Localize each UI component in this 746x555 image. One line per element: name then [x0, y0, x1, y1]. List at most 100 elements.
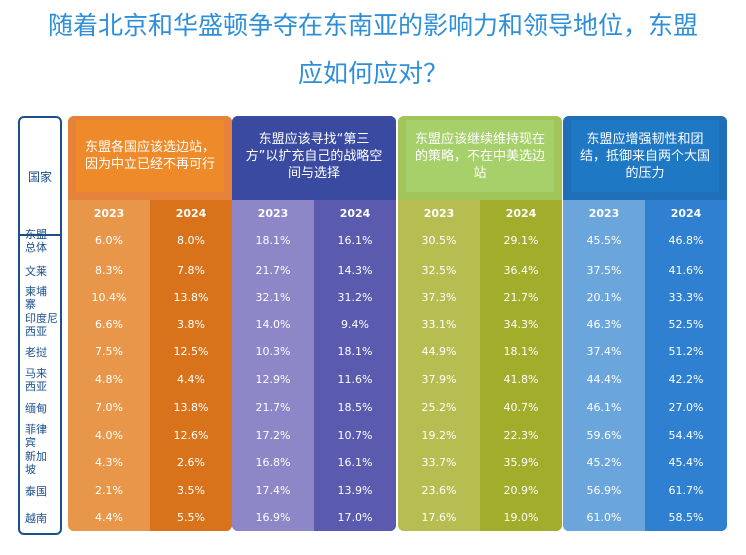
row-label: 印度尼 西亚	[25, 312, 58, 338]
row-label-line: 西亚	[25, 325, 47, 338]
value-cell: 14.3%	[337, 264, 373, 277]
value-cell: 21.7%	[503, 291, 539, 304]
year-label: 2023	[93, 207, 125, 220]
value-cell: 54.4%	[668, 429, 704, 442]
value-cell: 51.2%	[668, 345, 704, 358]
value-cell: 4.4%	[95, 511, 123, 524]
value-cell: 14.0%	[255, 318, 291, 331]
value-cell: 18.5%	[337, 401, 373, 414]
year-subcolumn: 2023 18.1% 21.7% 32.1% 14.0% 10.3% 12.9% 21.7% 1…	[232, 200, 314, 531]
value-cell: 6.6%	[95, 318, 123, 331]
value-cell: 44.4%	[586, 373, 622, 386]
value-cell: 45.5%	[586, 234, 622, 247]
year-label: 2023	[257, 207, 289, 220]
row-label: 老挝	[25, 346, 47, 359]
row-label-line: 东盟	[25, 228, 47, 241]
value-cell: 32.1%	[255, 291, 291, 304]
value-cell: 8.0%	[177, 234, 205, 247]
value-cell: 19.0%	[503, 511, 539, 524]
value-cell: 7.8%	[177, 264, 205, 277]
value-cell: 3.5%	[177, 484, 205, 497]
value-cell: 32.5%	[421, 264, 457, 277]
value-cell: 12.6%	[173, 429, 209, 442]
year-label: 2023	[588, 207, 620, 220]
option-header: 东盟应该寻找“第三方”以扩充自己的战略空间与选择	[232, 116, 396, 200]
value-cell: 44.9%	[421, 345, 457, 358]
year-subcolumn: 2024 8.0% 7.8% 13.8% 3.8% 12.5% 4.4% 13.8% 12.6%…	[150, 200, 232, 531]
country-header: 国家	[27, 169, 52, 184]
value-cell: 37.9%	[421, 373, 457, 386]
value-cell: 33.3%	[668, 291, 704, 304]
value-cell: 4.0%	[95, 429, 123, 442]
option-column: 东盟应该寻找“第三方”以扩充自己的战略空间与选择 2023 18.1% 21.7% 32…	[232, 116, 396, 531]
value-cell: 22.3%	[503, 429, 539, 442]
value-cell: 8.3%	[95, 264, 123, 277]
year-label: 2024	[670, 207, 702, 220]
value-cell: 40.7%	[503, 401, 539, 414]
value-cell: 34.3%	[503, 318, 539, 331]
year-subcolumn: 2023 6.0% 8.3% 10.4% 6.6% 7.5% 4.8% 7.0% 4.0% 4.3…	[68, 200, 150, 531]
value-cell: 41.8%	[503, 373, 539, 386]
row-label-line: 缅甸	[25, 401, 47, 415]
year-label: 2024	[505, 207, 537, 220]
row-label-line: 寨	[25, 298, 36, 311]
value-cell: 46.3%	[586, 318, 622, 331]
value-cell: 61.7%	[668, 484, 704, 497]
value-cell: 33.7%	[421, 456, 457, 469]
value-cell: 29.1%	[503, 234, 539, 247]
row-label: 泰国	[25, 485, 47, 498]
value-cell: 21.7%	[255, 264, 291, 277]
row-label: 越南	[25, 512, 47, 525]
value-cell: 17.0%	[337, 511, 373, 524]
value-cell: 36.4%	[503, 264, 539, 277]
option-title: 东盟各国应该选边站，因为中立已经不再可行	[76, 120, 224, 192]
option-header: 东盟各国应该选边站，因为中立已经不再可行	[68, 116, 232, 200]
country-panel: 国家	[18, 116, 62, 535]
value-cell: 3.8%	[177, 318, 205, 331]
value-cell: 17.6%	[421, 511, 457, 524]
row-label-line: 印度尼	[25, 312, 58, 325]
row-label: 文莱	[25, 265, 47, 278]
value-cell: 13.9%	[337, 484, 373, 497]
year-label: 2024	[175, 207, 207, 220]
value-cell: 31.2%	[337, 291, 373, 304]
row-label: 菲律宾	[25, 423, 47, 449]
year-subcolumn: 2023 30.5% 32.5% 37.3% 33.1% 44.9% 37.9% 25.2% 1…	[398, 200, 480, 531]
option-column: 东盟各国应该选边站，因为中立已经不再可行 2023 6.0% 8.3% 10.4% 6.6…	[68, 116, 232, 531]
year-label: 2024	[339, 207, 371, 220]
option-title: 东盟应该寻找“第三方”以扩充自己的战略空间与选择	[240, 120, 388, 192]
value-cell: 59.6%	[586, 429, 622, 442]
value-cell: 35.9%	[503, 456, 539, 469]
row-label-line: 西亚	[25, 380, 47, 393]
value-cell: 61.0%	[586, 511, 622, 524]
value-cell: 20.9%	[503, 484, 539, 497]
value-cell: 13.8%	[173, 401, 209, 414]
value-cell: 23.6%	[421, 484, 457, 497]
value-cell: 16.8%	[255, 456, 291, 469]
value-cell: 21.7%	[255, 401, 291, 414]
value-cell: 6.0%	[95, 234, 123, 247]
value-cell: 12.9%	[255, 373, 291, 386]
year-subcolumn: 2023 45.5% 37.5% 20.1% 46.3% 37.4% 44.4% 46.1% 5…	[563, 200, 645, 531]
value-cell: 37.5%	[586, 264, 622, 277]
row-label-line: 菲律	[25, 423, 47, 436]
value-cell: 4.8%	[95, 373, 123, 386]
row-label: 柬埔寨	[25, 285, 47, 311]
row-label: 东盟 总体	[25, 228, 47, 254]
row-label-line: 老挝	[25, 345, 47, 359]
value-cell: 45.2%	[586, 456, 622, 469]
option-column: 东盟应增强韧性和团结，抵御来自两个大国的压力 2023 45.5% 37.5% 20.1…	[563, 116, 727, 531]
value-cell: 37.4%	[586, 345, 622, 358]
value-cell: 58.5%	[668, 511, 704, 524]
value-cell: 9.4%	[341, 318, 369, 331]
value-cell: 37.3%	[421, 291, 457, 304]
value-cell: 46.8%	[668, 234, 704, 247]
value-cell: 7.0%	[95, 401, 123, 414]
value-cell: 52.5%	[668, 318, 704, 331]
value-cell: 41.6%	[668, 264, 704, 277]
value-cell: 56.9%	[586, 484, 622, 497]
option-title: 东盟应增强韧性和团结，抵御来自两个大国的压力	[571, 120, 719, 192]
row-label-line: 文莱	[25, 264, 47, 278]
value-cell: 4.4%	[177, 373, 205, 386]
row-label: 马来 西亚	[25, 367, 47, 393]
